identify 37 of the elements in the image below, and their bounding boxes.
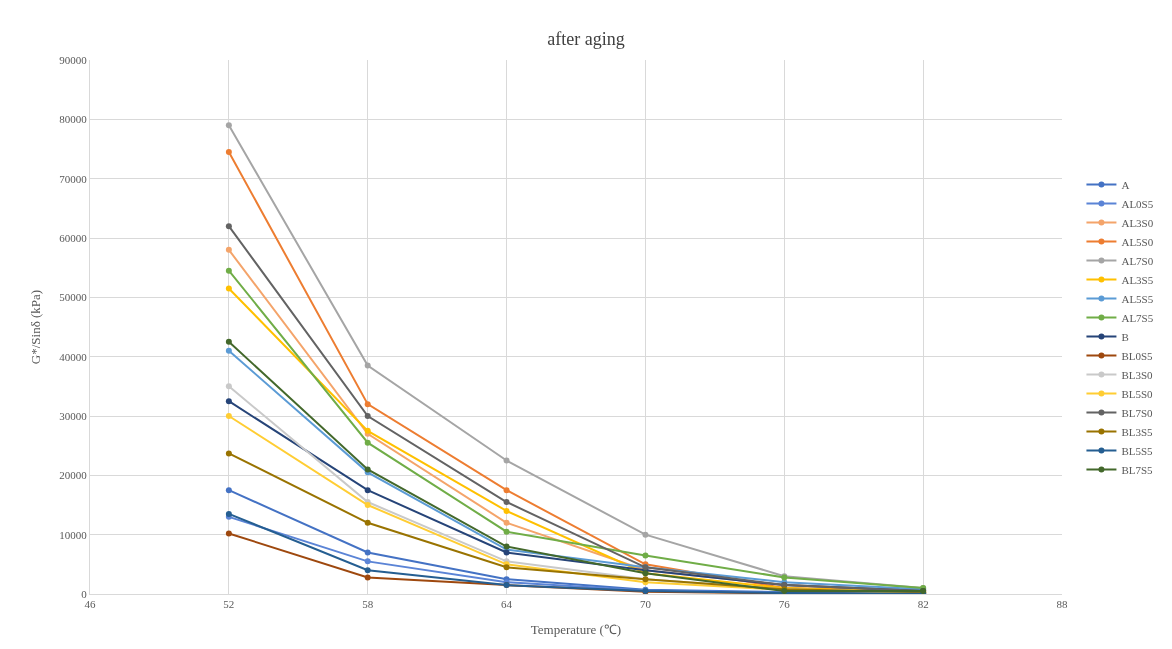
x-tick-label: 82 bbox=[917, 598, 929, 611]
y-tick-label: 50000 bbox=[59, 291, 88, 304]
legend-label: BL7S5 bbox=[1121, 463, 1154, 476]
x-tick-label: 88 bbox=[1056, 598, 1068, 611]
legend-label: AL5S0 bbox=[1121, 235, 1154, 248]
legend-label: B bbox=[1121, 330, 1129, 343]
legend-label: AL3S5 bbox=[1121, 273, 1154, 286]
x-tick-label: 64 bbox=[501, 598, 513, 611]
legend-label: BL3S0 bbox=[1121, 368, 1154, 381]
y-tick-label: 70000 bbox=[59, 172, 88, 185]
legend-label: AL0S5 bbox=[1121, 197, 1154, 210]
legend-label: BL7S0 bbox=[1121, 406, 1154, 419]
y-tick-label: 60000 bbox=[59, 231, 88, 244]
legend-label: A bbox=[1121, 178, 1130, 191]
y-axis-title: G*/Sinδ (kPa) bbox=[28, 289, 44, 365]
y-tick-label: 10000 bbox=[59, 528, 88, 541]
legend-label: BL5S5 bbox=[1121, 444, 1154, 457]
chart-title: after aging bbox=[547, 29, 625, 50]
x-tick-label: 76 bbox=[778, 598, 791, 611]
y-tick-label: 80000 bbox=[59, 113, 88, 126]
legend-label: BL0S5 bbox=[1121, 349, 1154, 362]
x-axis-title: Temperature (℃) bbox=[530, 621, 622, 637]
x-tick-label: 52 bbox=[223, 598, 235, 611]
x-tick-label: 70 bbox=[639, 598, 652, 611]
legend-label: BL5S0 bbox=[1121, 387, 1154, 400]
x-tick-label: 58 bbox=[362, 598, 374, 611]
legend-label: AL7S0 bbox=[1121, 254, 1154, 267]
y-tick-label: 0 bbox=[81, 587, 88, 600]
y-tick-label: 90000 bbox=[59, 53, 88, 66]
y-tick-label: 40000 bbox=[59, 350, 88, 363]
legend-label: AL3S0 bbox=[1121, 216, 1154, 229]
y-tick-label: 20000 bbox=[59, 469, 88, 482]
legend-label: AL7S5 bbox=[1121, 311, 1154, 324]
y-tick-label: 30000 bbox=[59, 409, 88, 422]
x-tick-label: 46 bbox=[84, 598, 96, 611]
legend-label: AL5S5 bbox=[1121, 292, 1154, 305]
legend-label: BL3S5 bbox=[1121, 425, 1154, 438]
